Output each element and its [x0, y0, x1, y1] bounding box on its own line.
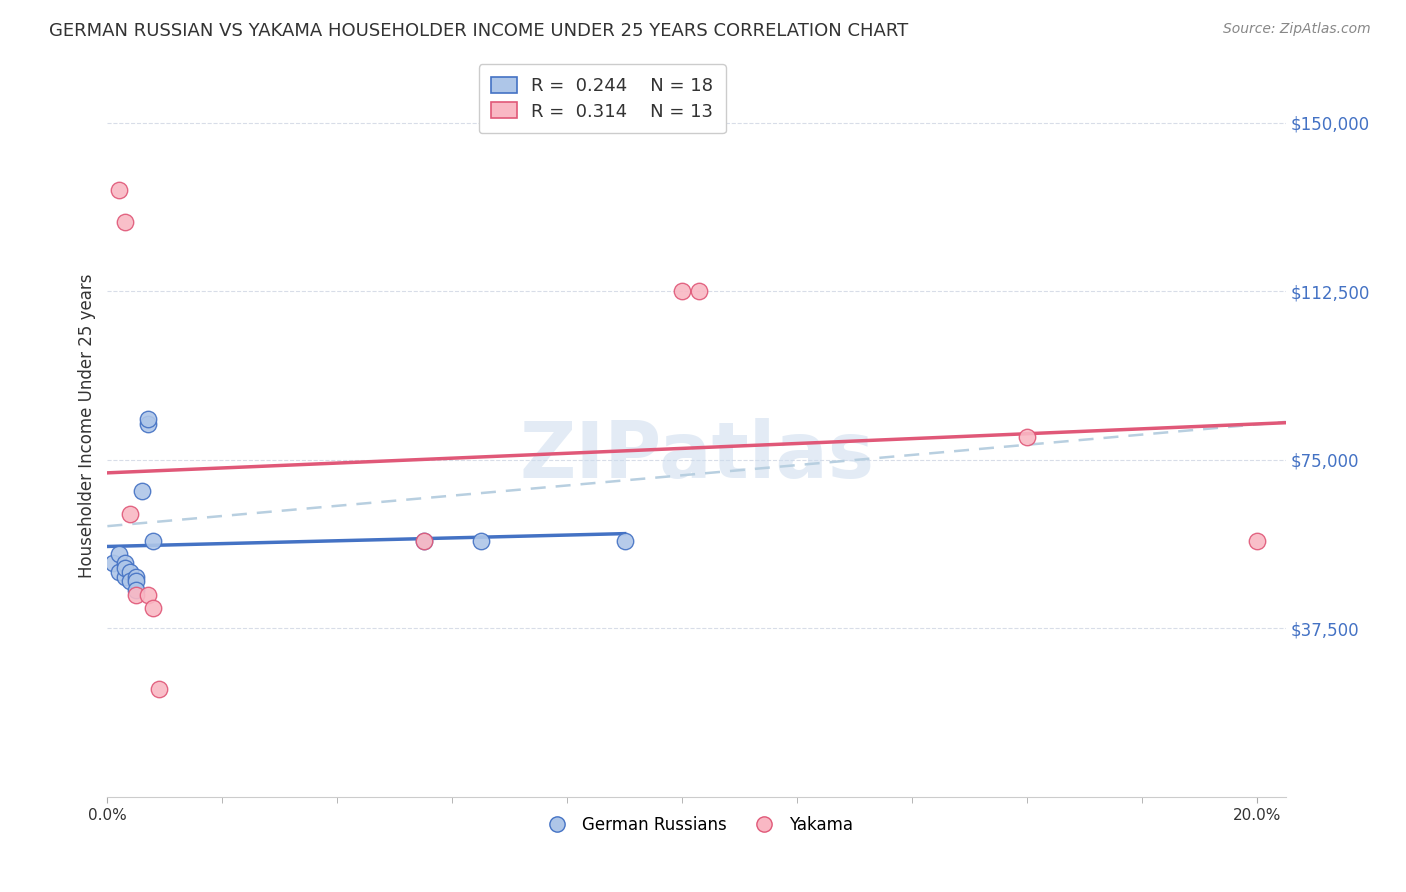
Point — [108, 547, 131, 561]
Point — [101, 556, 124, 570]
Point — [120, 566, 142, 580]
Point — [114, 570, 136, 584]
Point — [125, 583, 148, 598]
Point — [671, 284, 693, 298]
Point — [1246, 533, 1268, 548]
Text: Source: ZipAtlas.com: Source: ZipAtlas.com — [1223, 22, 1371, 37]
Point — [120, 574, 142, 589]
Point — [470, 533, 492, 548]
Point — [120, 507, 142, 521]
Text: ZIPatlas: ZIPatlas — [519, 417, 875, 494]
Point — [136, 588, 159, 602]
Point — [148, 682, 170, 697]
Point — [136, 412, 159, 426]
Text: GERMAN RUSSIAN VS YAKAMA HOUSEHOLDER INCOME UNDER 25 YEARS CORRELATION CHART: GERMAN RUSSIAN VS YAKAMA HOUSEHOLDER INC… — [49, 22, 908, 40]
Point — [136, 417, 159, 431]
Point — [114, 561, 136, 575]
Point — [114, 556, 136, 570]
Point — [131, 484, 153, 499]
Point — [125, 574, 148, 589]
Point — [114, 214, 136, 228]
Point — [142, 533, 165, 548]
Point — [412, 533, 434, 548]
Point — [688, 284, 710, 298]
Point — [125, 588, 148, 602]
Point — [108, 566, 131, 580]
Legend: German Russians, Yakama: German Russians, Yakama — [534, 809, 859, 841]
Point — [125, 570, 148, 584]
Y-axis label: Householder Income Under 25 years: Householder Income Under 25 years — [79, 274, 96, 578]
Point — [613, 533, 636, 548]
Point — [412, 533, 434, 548]
Point — [142, 601, 165, 615]
Point — [1015, 430, 1038, 444]
Point — [108, 183, 131, 197]
